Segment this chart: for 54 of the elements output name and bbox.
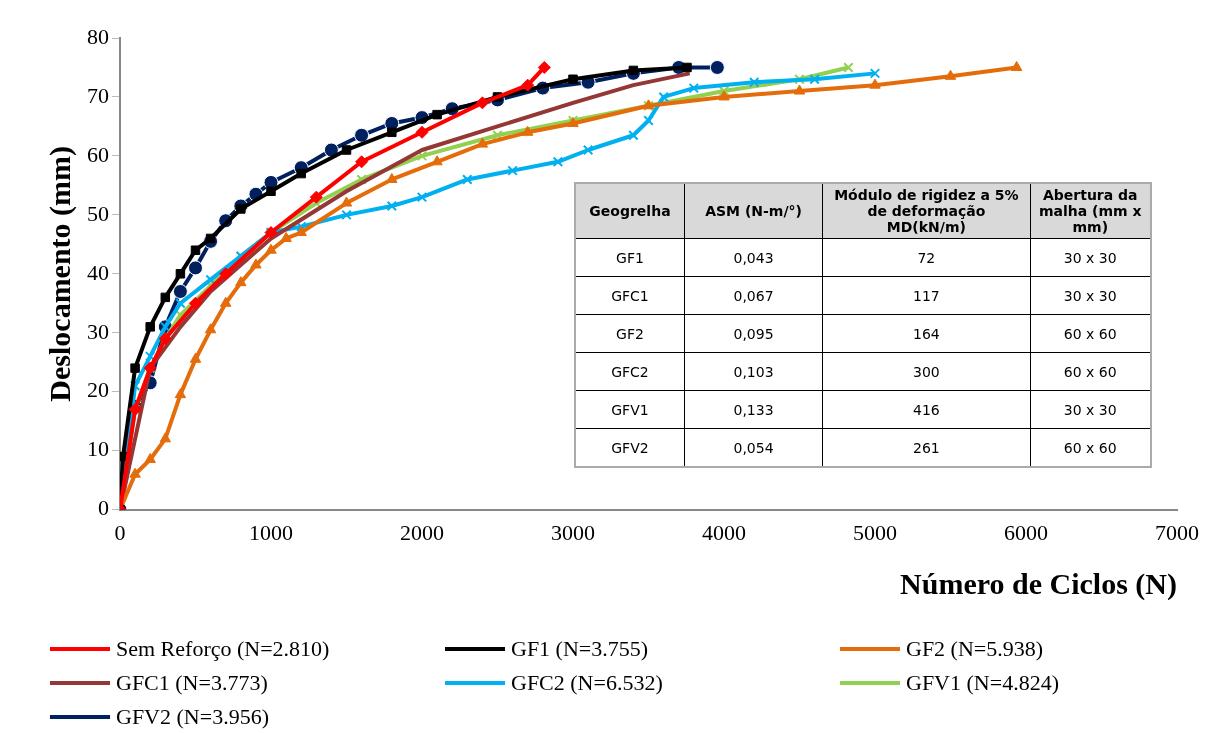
x-tick-label: 4000: [702, 519, 746, 545]
y-tick-label: 10: [87, 436, 109, 462]
annotation: GFV2: [575, 428, 685, 467]
x-tick-label: 6000: [1004, 519, 1048, 545]
annotation: GFV1: [575, 390, 685, 429]
annotation: 72: [822, 238, 1031, 277]
legend-label: GFV2 (N=3.956): [116, 704, 269, 730]
x-tick-label: 0: [114, 519, 126, 545]
annotation: Módulo de rigidez a 5% de deformação MD(kN/m): [822, 183, 1031, 239]
annotation: Abertura da malha (mm x mm): [1030, 183, 1151, 239]
annotation: Geogrelha: [575, 183, 685, 239]
legend-label: GFC2 (N=6.532): [511, 670, 663, 696]
x-tick-label: 5000: [853, 519, 897, 545]
x-tick-label: 3000: [551, 519, 595, 545]
annotation: 0,043: [684, 238, 823, 277]
y-tick-label: 50: [87, 200, 109, 226]
annotation: 0,103: [684, 352, 823, 391]
annotation: 30 x 30: [1030, 276, 1151, 315]
x-tick-label: 2000: [400, 519, 444, 545]
y-tick-label: 80: [87, 23, 109, 49]
annotation: 30 x 30: [1030, 390, 1151, 429]
annotation: GF2: [575, 314, 685, 353]
annotation: 164: [822, 314, 1031, 353]
y-tick-label: 40: [87, 259, 109, 285]
x-axis-title: Número de Ciclos (N): [900, 566, 1177, 601]
legend-label: Sem Reforço (N=2.810): [116, 636, 330, 662]
annotation: GFC2: [575, 352, 685, 391]
legend-label: GF1 (N=3.755): [511, 636, 649, 662]
annotation: 0,133: [684, 390, 823, 429]
legend-label: GFC1 (N=3.773): [116, 670, 268, 696]
annotation: 0,095: [684, 314, 823, 353]
y-axis-title: Deslocamento (mm): [42, 145, 77, 402]
annotation: 60 x 60: [1030, 352, 1151, 391]
annotation: 261: [822, 428, 1031, 467]
annotation: 0,054: [684, 428, 823, 467]
y-tick-label: 70: [87, 82, 109, 108]
y-tick-label: 30: [87, 318, 109, 344]
annotation: 60 x 60: [1030, 428, 1151, 467]
annotation: 117: [822, 276, 1031, 315]
annotation: 300: [822, 352, 1031, 391]
x-tick-label: 1000: [249, 519, 293, 545]
y-tick-label: 0: [98, 495, 109, 521]
annotation: 0,067: [684, 276, 823, 315]
annotation: GFC1: [575, 276, 685, 315]
legend-label: GF2 (N=5.938): [906, 636, 1044, 662]
x-tick-label: 7000: [1155, 519, 1199, 545]
annotation: 30 x 30: [1030, 238, 1151, 277]
y-tick-label: 60: [87, 141, 109, 167]
legend-label: GFV1 (N=4.824): [906, 670, 1059, 696]
annotation: 416: [822, 390, 1031, 429]
annotation: 60 x 60: [1030, 314, 1151, 353]
annotation: GF1: [575, 238, 685, 277]
annotation: ASM (N-m/°): [684, 183, 823, 239]
y-tick-label: 20: [87, 377, 109, 403]
